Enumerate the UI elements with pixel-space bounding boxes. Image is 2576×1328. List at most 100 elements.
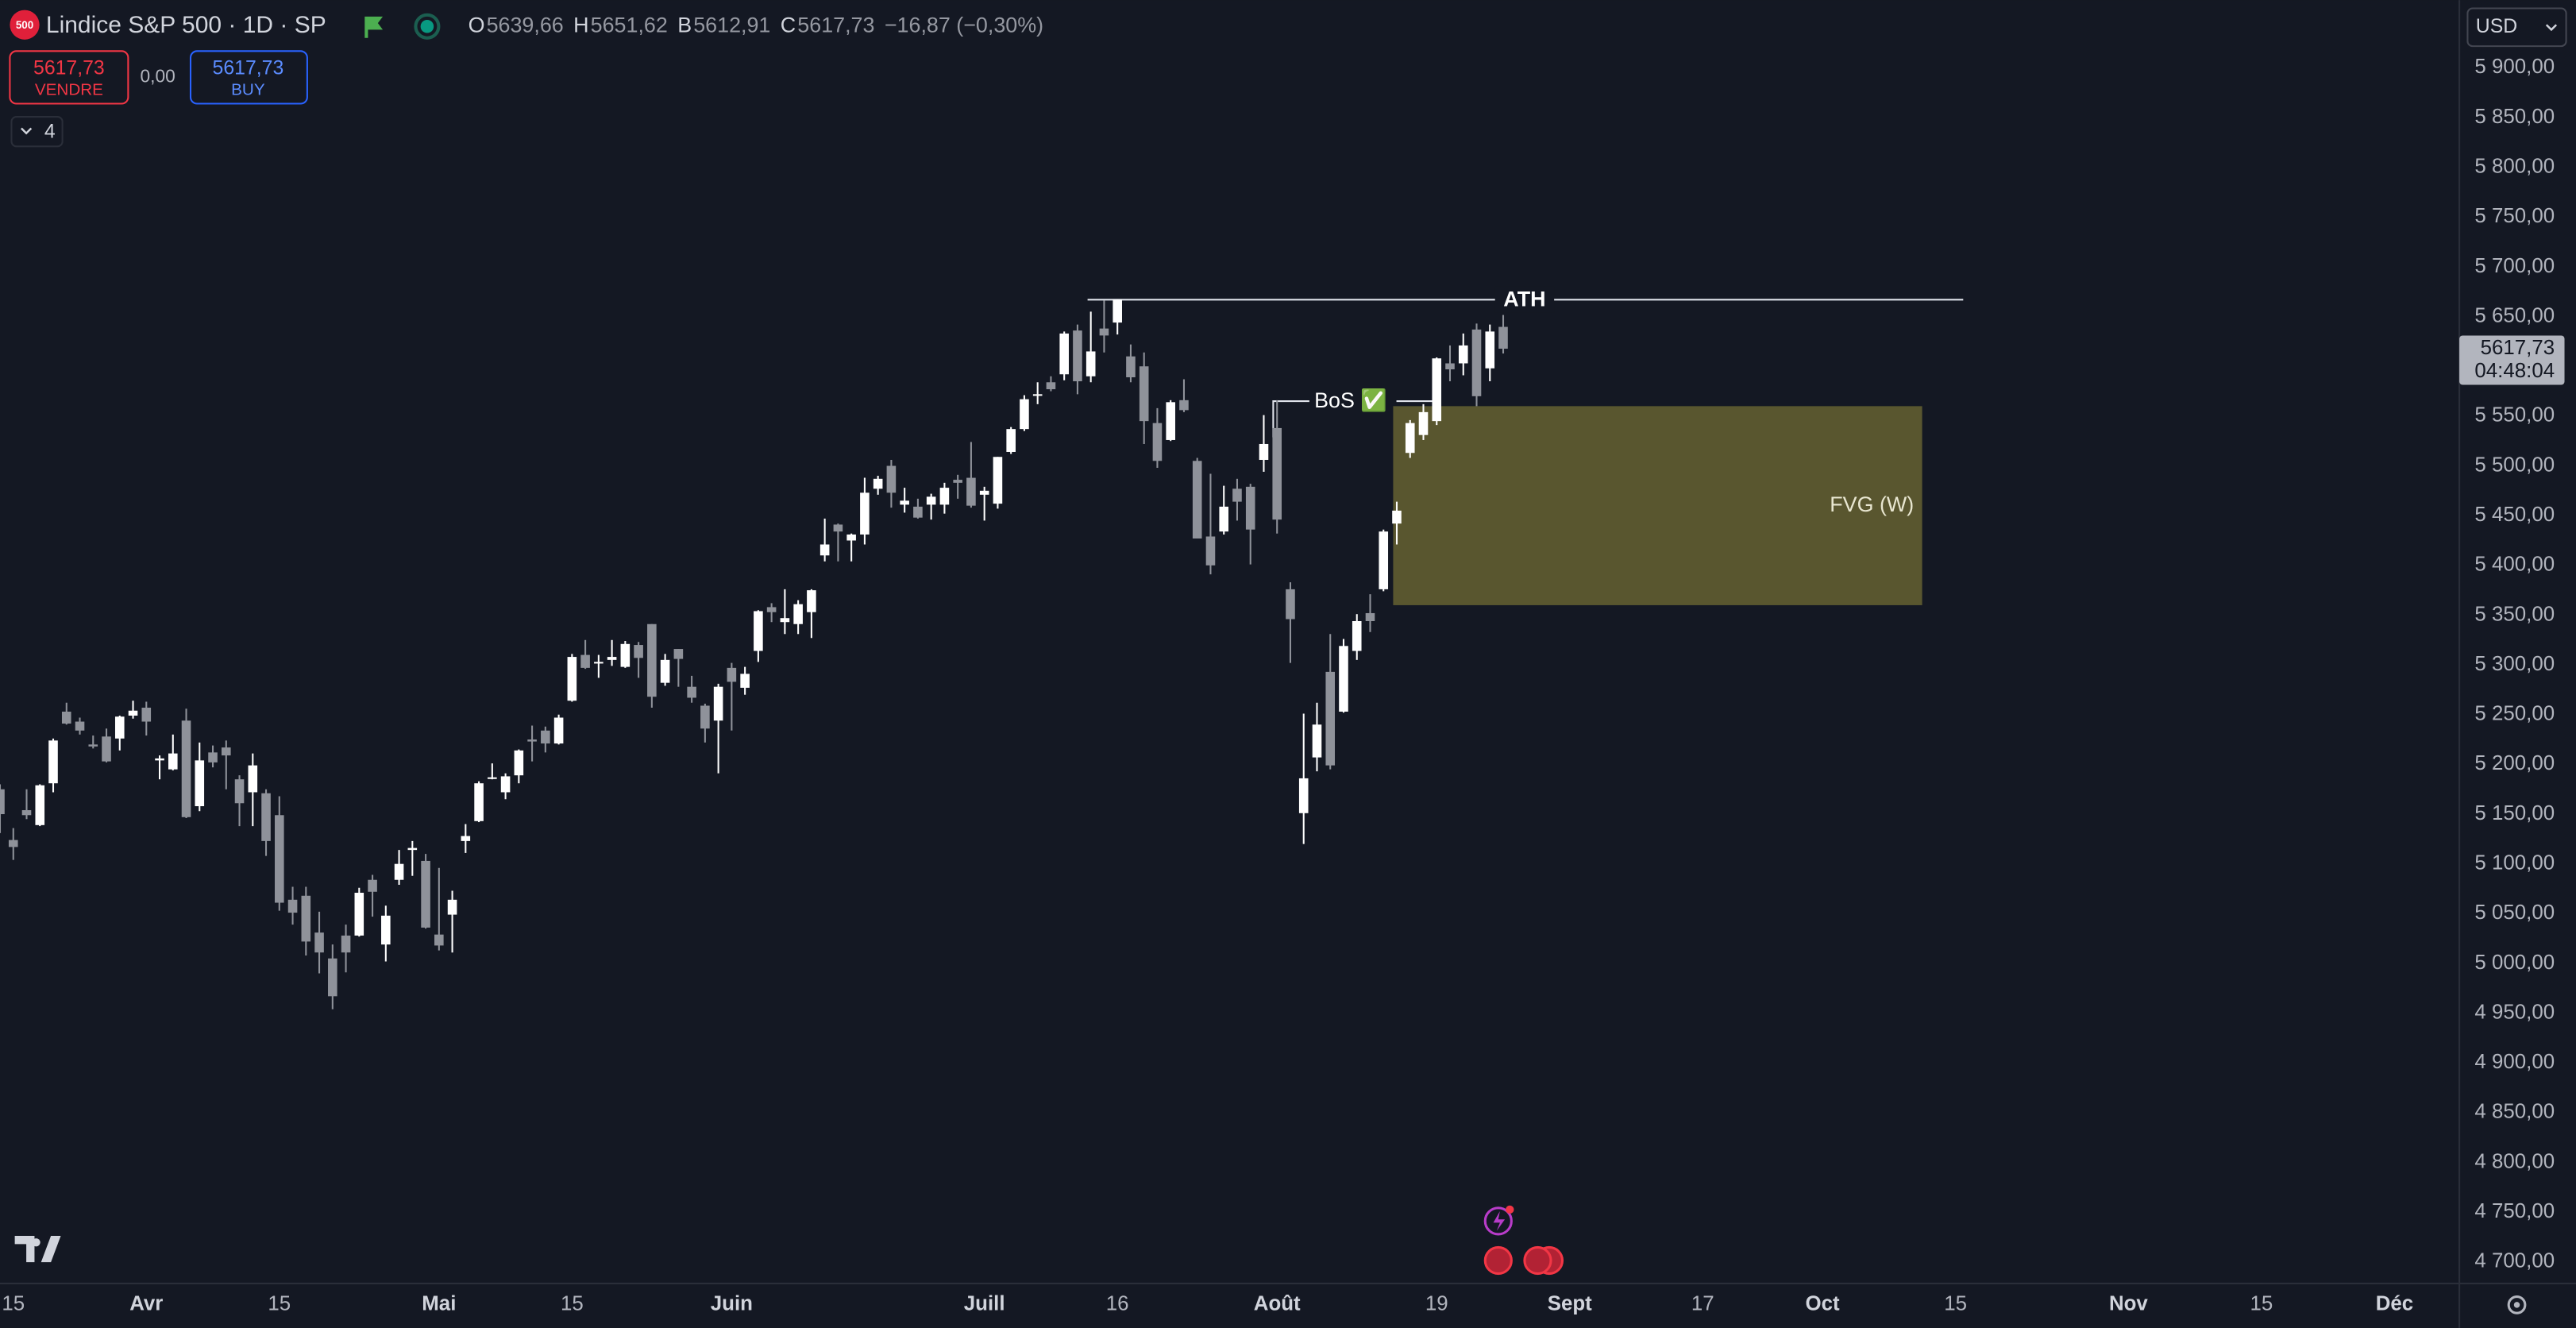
candle-body bbox=[61, 711, 71, 724]
candle-body bbox=[727, 667, 737, 682]
chevron bbox=[2545, 24, 2558, 32]
candle-body bbox=[128, 710, 138, 716]
quote-value: 5612,91 bbox=[693, 13, 770, 37]
sell-label[interactable]: VENDRE bbox=[35, 80, 103, 98]
y-tick-label: 5 500,00 bbox=[2474, 454, 2555, 476]
currency[interactable]: USD bbox=[2476, 16, 2517, 37]
buy-button[interactable] bbox=[189, 50, 308, 105]
settings-button[interactable] bbox=[2507, 1295, 2527, 1314]
y-tick-label: 4 800,00 bbox=[2474, 1150, 2555, 1172]
candle-body bbox=[1139, 366, 1149, 422]
y-tick-label: 5 450,00 bbox=[2474, 504, 2555, 526]
y-tick-label: 5 650,00 bbox=[2474, 304, 2555, 326]
x-tick-label: Avr bbox=[129, 1293, 163, 1315]
price-label: 5617,73 bbox=[2481, 337, 2555, 359]
candle-body bbox=[1298, 778, 1309, 813]
candle-body bbox=[21, 810, 32, 816]
toolbar: 500 Lindice S&P 500 · 1D · SP 5617,73 VE… bbox=[9, 7, 2567, 1314]
candle-body bbox=[0, 789, 5, 815]
settings-center bbox=[2513, 1302, 2520, 1308]
candle-body bbox=[1192, 461, 1202, 539]
candle-body bbox=[780, 618, 790, 623]
candle-body bbox=[620, 643, 631, 667]
ath-label: ATH bbox=[1503, 287, 1545, 311]
buy-label[interactable]: BUY bbox=[231, 80, 265, 98]
quote-value: 5651,62 bbox=[591, 13, 668, 37]
indicators-toggle[interactable] bbox=[10, 116, 64, 148]
candle-body bbox=[500, 776, 511, 793]
symbol-title[interactable]: Lindice S&P 500 · 1D · SP bbox=[46, 12, 326, 38]
candle-body bbox=[1272, 427, 1282, 520]
candle-body bbox=[766, 607, 777, 612]
event-flag[interactable] bbox=[1523, 1245, 1552, 1276]
buy-price[interactable]: 5617,73 bbox=[213, 58, 284, 79]
quote-change: −16,87 (−0,30%) bbox=[885, 13, 1043, 37]
market-status bbox=[414, 13, 441, 40]
candle-body bbox=[1379, 531, 1389, 589]
sell-button[interactable] bbox=[9, 50, 129, 105]
event-flag[interactable] bbox=[1483, 1245, 1513, 1276]
candle-body bbox=[447, 899, 457, 915]
sell-price[interactable]: 5617,73 bbox=[33, 58, 105, 79]
event-icon[interactable] bbox=[1483, 1206, 1513, 1236]
candle-body bbox=[434, 934, 444, 946]
quote-key: B bbox=[677, 13, 692, 37]
flag-icon[interactable] bbox=[364, 16, 384, 38]
candle-body bbox=[541, 730, 550, 744]
candle-body bbox=[634, 645, 643, 658]
y-tick-label: 5 100,00 bbox=[2474, 852, 2555, 874]
candle-body bbox=[966, 477, 976, 506]
currency-select[interactable] bbox=[2466, 7, 2567, 48]
candle-body bbox=[248, 765, 258, 793]
candle-body bbox=[1325, 671, 1336, 766]
symbol-badge bbox=[10, 10, 40, 40]
candle-body bbox=[1339, 646, 1348, 712]
x-tick-label: 15 bbox=[2250, 1293, 2273, 1315]
candle-body bbox=[354, 893, 364, 936]
y-tick-label: 5 200,00 bbox=[2474, 752, 2555, 774]
quote-value: 5639,66 bbox=[487, 13, 564, 37]
candle-body bbox=[660, 659, 670, 683]
x-tick-label: 15 bbox=[561, 1293, 584, 1315]
logo[interactable] bbox=[14, 1235, 61, 1263]
candle-body bbox=[1418, 411, 1429, 435]
candle-body bbox=[88, 744, 98, 747]
candle-body bbox=[208, 752, 218, 762]
candle-body bbox=[1392, 510, 1402, 524]
x-tick-label: Juin bbox=[711, 1293, 753, 1315]
candle-body bbox=[381, 915, 391, 945]
candle-body bbox=[1471, 329, 1482, 396]
candle-body bbox=[1286, 589, 1295, 620]
candle-body bbox=[1312, 724, 1322, 758]
logo-dot bbox=[32, 1238, 40, 1247]
candle-body bbox=[594, 662, 604, 664]
x-tick-label: Nov bbox=[2109, 1293, 2148, 1315]
candle-body bbox=[886, 465, 897, 493]
candle-body bbox=[195, 760, 205, 807]
candle-body bbox=[819, 544, 830, 556]
candle-body bbox=[1219, 506, 1229, 532]
candle-body bbox=[900, 500, 909, 505]
candle-body bbox=[846, 534, 856, 541]
candle-body bbox=[114, 716, 125, 739]
x-tick-label: Sept bbox=[1548, 1293, 1592, 1315]
indicators-count[interactable]: 4 bbox=[44, 121, 56, 142]
fvg-zone bbox=[1393, 406, 1922, 605]
y-tick-label: 5 050,00 bbox=[2474, 901, 2555, 924]
candle-body bbox=[1113, 299, 1122, 323]
bos-line bbox=[1272, 400, 1433, 438]
quote-key: H bbox=[573, 13, 588, 37]
x-tick-label: 15 bbox=[268, 1293, 291, 1315]
candle-body bbox=[474, 783, 484, 821]
candle-body bbox=[1020, 399, 1029, 430]
candle-body bbox=[1126, 356, 1136, 378]
candle-body bbox=[48, 740, 58, 784]
y-tick-label: 5 000,00 bbox=[2474, 952, 2555, 974]
candle-body bbox=[341, 935, 351, 953]
candle-body bbox=[1046, 382, 1056, 390]
candle-body bbox=[287, 899, 298, 913]
candle-body bbox=[1073, 330, 1082, 382]
x-tick-label: Déc bbox=[2376, 1293, 2413, 1315]
candle-body bbox=[141, 707, 152, 722]
